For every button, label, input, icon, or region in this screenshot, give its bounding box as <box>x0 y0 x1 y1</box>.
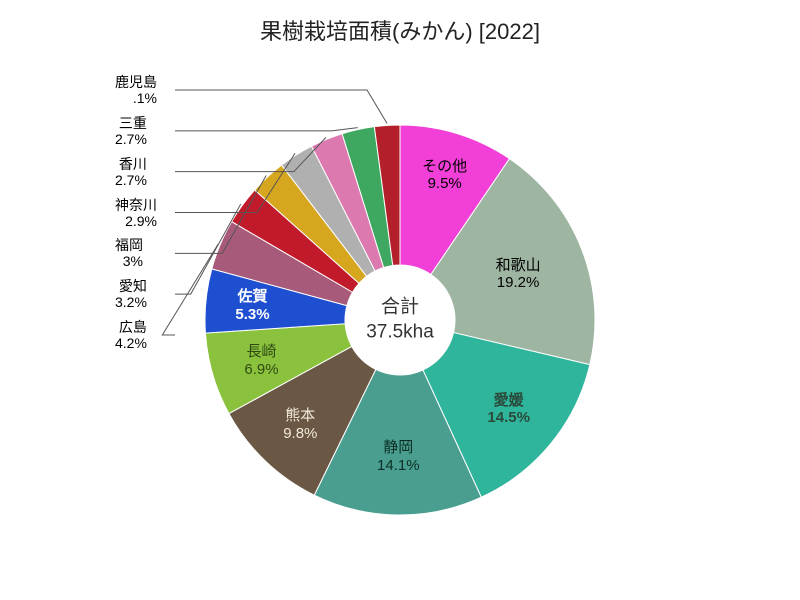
chart-frame: 果樹栽培面積(みかん) [2022] 合計 37.5kha その他 9.5%和歌… <box>0 0 800 600</box>
leader-line-三重 <box>175 128 358 131</box>
ext-label-香川: 香川 2.7% <box>115 156 147 188</box>
ext-label-鹿児島: 鹿児島 .1% <box>115 74 157 106</box>
center-total-label: 合計 37.5kha <box>366 295 434 344</box>
ext-label-広島: 広島 4.2% <box>115 319 147 351</box>
ext-label-愛知: 愛知 3.2% <box>115 278 147 310</box>
ext-label-三重: 三重 2.7% <box>115 115 147 147</box>
ext-label-福岡: 福岡 3% <box>115 237 143 269</box>
leader-line-鹿児島 <box>175 90 387 123</box>
ext-label-神奈川: 神奈川 2.9% <box>115 196 157 228</box>
